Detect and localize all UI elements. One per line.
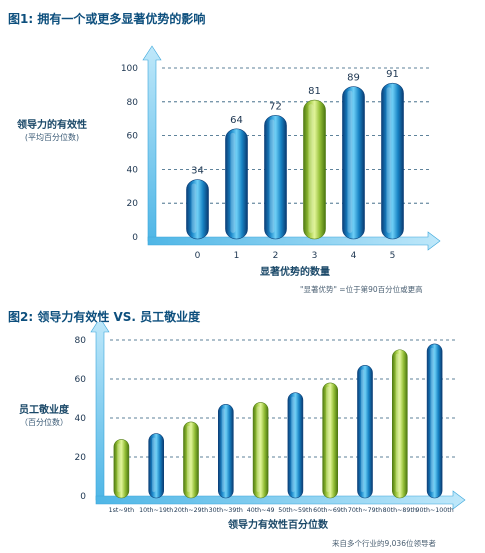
- bar: [264, 115, 287, 240]
- y-tick-label: 40: [75, 414, 87, 424]
- bar-shine: [395, 353, 400, 492]
- data-label: 81: [308, 86, 321, 97]
- bar-shine: [386, 87, 392, 234]
- x-tick-label: 10th~19th: [139, 507, 173, 514]
- y-axis-arrow: [142, 45, 162, 242]
- x-tick-label: 3: [312, 251, 318, 261]
- x-tick-label: 2: [273, 251, 279, 261]
- bar: [322, 382, 339, 499]
- y-tick-label: 60: [75, 375, 87, 385]
- y-tick-label: 80: [127, 98, 139, 108]
- x-tick-label: 5: [390, 251, 396, 261]
- bar-shine: [256, 406, 260, 492]
- bar: [357, 365, 373, 499]
- data-label: 72: [269, 101, 282, 112]
- bar: [183, 421, 199, 499]
- x-tick-label: 1: [234, 251, 240, 261]
- x-tick-label: 1st~9th: [109, 507, 135, 514]
- bar-shine: [152, 437, 156, 492]
- x-axis-arrow: [147, 231, 441, 251]
- y-tick-label: 20: [75, 453, 87, 463]
- x-axis-title: 领导力有效性百分位数: [228, 518, 329, 531]
- chart2-ylabel: 员工敬业度 （百分位数）: [4, 405, 84, 428]
- bar: [148, 433, 164, 499]
- chart1-ylabel-main: 领导力的有效性: [17, 120, 87, 131]
- bar-shine: [326, 386, 330, 492]
- data-label: 91: [386, 69, 399, 80]
- chart2-title: 图2: 领导力有效性 VS. 员工敬业度: [8, 310, 201, 324]
- x-tick-label: 0: [195, 251, 201, 261]
- x-tick-label: 20th~29th: [174, 507, 208, 514]
- x-tick-label: 80th~89th: [383, 507, 417, 514]
- bar-shine: [291, 396, 295, 492]
- bar: [391, 349, 408, 499]
- bar-shine: [186, 425, 191, 492]
- bar-shine: [191, 183, 197, 233]
- x-tick-label: 40th~49: [247, 507, 275, 514]
- y-tick-label: 40: [127, 165, 139, 175]
- data-label: 64: [230, 115, 243, 126]
- chart2-note: 来自多个行业的9,036位领导者: [332, 539, 436, 548]
- bar-shine: [269, 119, 275, 233]
- x-axis-arrow: [95, 490, 466, 510]
- chart1-title: 图1: 拥有一个或更多显著优势的影响: [8, 12, 206, 26]
- x-tick-label: 90th~100th: [415, 507, 453, 514]
- x-tick-label: 60th~69th: [313, 507, 347, 514]
- chart1-ylabel: 领导力的有效性 (平均百分位数): [4, 120, 100, 143]
- bar: [218, 404, 234, 499]
- bar: [225, 128, 248, 240]
- bar: [426, 343, 443, 499]
- bar-shine: [308, 104, 314, 233]
- bar-shine: [360, 369, 365, 492]
- x-tick-label: 30th~39th: [209, 507, 243, 514]
- y-tick-label: 100: [121, 64, 138, 74]
- bar-shine: [230, 132, 236, 233]
- bar-shine: [430, 347, 434, 492]
- y-axis-arrow: [90, 322, 110, 501]
- chart1-ylabel-sub: (平均百分位数): [24, 132, 80, 142]
- x-tick-label: 70th~79th: [348, 507, 382, 514]
- chart2-ylabel-sub: （百分位数）: [20, 417, 68, 427]
- y-tick-label: 0: [80, 492, 86, 502]
- x-tick-label: 4: [351, 251, 357, 261]
- y-tick-label: 20: [127, 199, 139, 209]
- chart1-note: "显著优势" =位于第90百分位或更高: [300, 285, 423, 294]
- bar: [287, 392, 304, 499]
- y-tick-label: 0: [132, 233, 138, 243]
- x-tick-label: 50th~59th: [278, 507, 312, 514]
- data-label: 34: [191, 166, 204, 177]
- bar: [303, 99, 326, 240]
- bar: [252, 402, 269, 499]
- x-axis-title: 显著优势的数量: [260, 265, 330, 278]
- y-tick-label: 80: [75, 336, 87, 346]
- bar: [381, 82, 404, 240]
- chart2-svg: 0 20 40 60 80 1st~9th 10th~19th 20th~29th 30th~3…: [75, 322, 466, 531]
- bar: [342, 86, 365, 240]
- bar-shine: [117, 443, 121, 492]
- bar-shine: [221, 408, 226, 492]
- chart1-svg: 0 20 40 60 80 100 34 0 64 1 72 2 81 3 89 4 91 5 显著优势的数量: [121, 45, 441, 278]
- bar: [113, 439, 130, 499]
- chart2-ylabel-main: 员工敬业度: [19, 405, 69, 416]
- data-label: 89: [347, 73, 360, 84]
- bar-shine: [347, 90, 353, 233]
- bar: [186, 179, 209, 240]
- y-tick-label: 60: [127, 132, 139, 142]
